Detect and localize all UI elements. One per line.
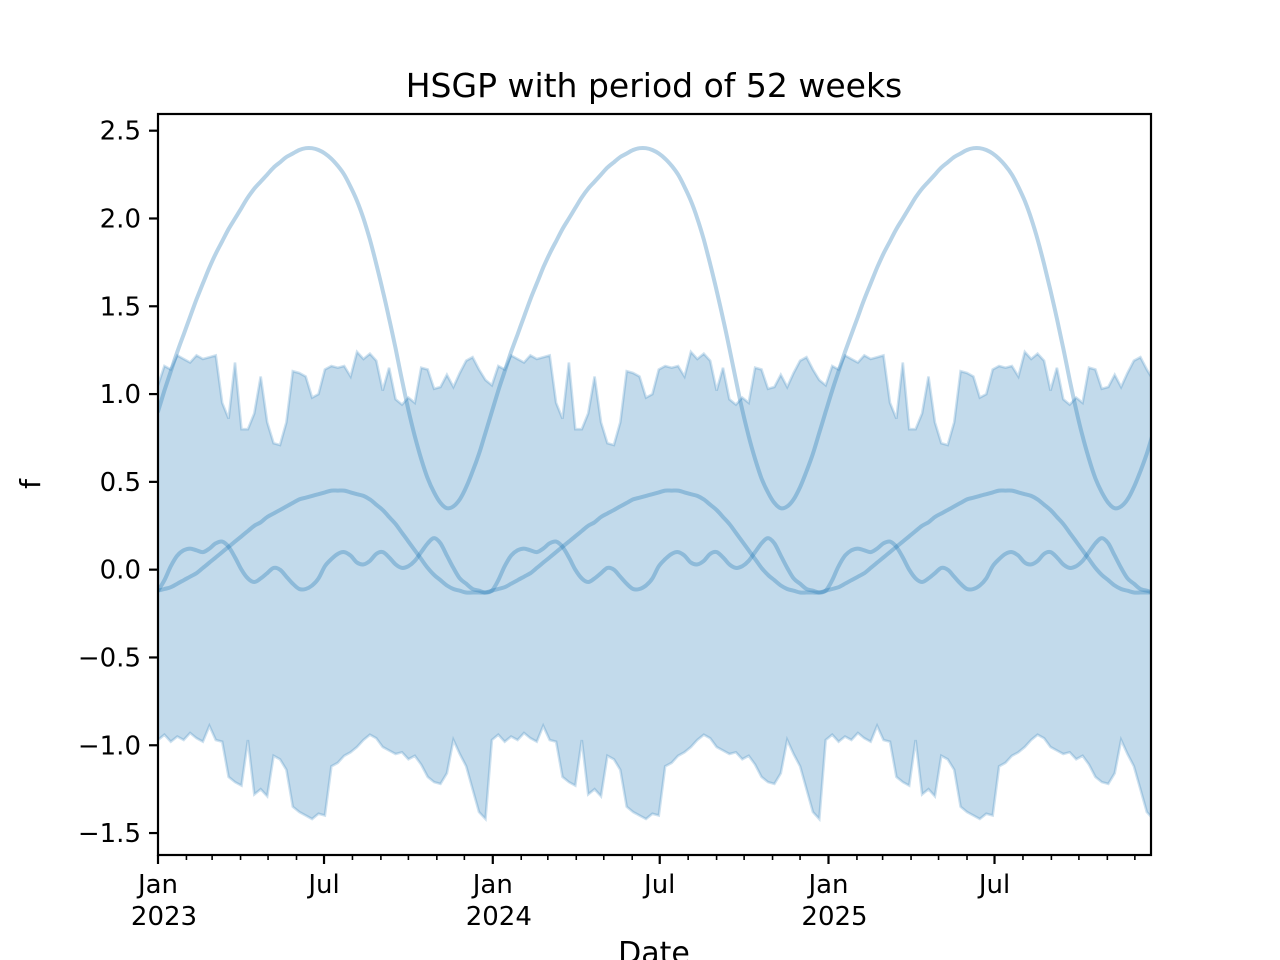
y-tick-label: 1.0 bbox=[100, 380, 141, 410]
x-tick-year-label: 2024 bbox=[466, 902, 532, 932]
x-tick-label: Jul bbox=[306, 870, 339, 900]
y-tick-label: 1.5 bbox=[100, 292, 141, 322]
y-tick-label: 0.0 bbox=[100, 556, 141, 586]
sample-lines-layer bbox=[158, 145, 1151, 595]
x-tick-label: Jan bbox=[471, 870, 513, 900]
y-tick-label: 2.5 bbox=[100, 117, 141, 147]
axes-layer bbox=[156, 112, 1153, 857]
x-tick-year-label: 2023 bbox=[131, 902, 197, 932]
credible-band-upper-edge bbox=[158, 349, 1151, 447]
sample-draw-wiggly bbox=[158, 536, 1151, 595]
sample-draw-large bbox=[158, 145, 1151, 511]
chart-title: HSGP with period of 52 weeks bbox=[406, 66, 903, 105]
credible-band-layer bbox=[158, 349, 1151, 823]
credible-band-lower-edge bbox=[158, 722, 1151, 823]
x-tick-label: Jul bbox=[642, 870, 675, 900]
x-tick-label: Jul bbox=[977, 870, 1010, 900]
y-axis-label: f bbox=[14, 478, 47, 489]
y-tick-label: 2.0 bbox=[100, 204, 141, 234]
y-tick-label: 0.5 bbox=[100, 468, 141, 498]
x-tick-label: Jan bbox=[136, 870, 178, 900]
x-tick-label: Jan bbox=[806, 870, 848, 900]
ticks-layer bbox=[149, 129, 1136, 864]
sample-draw-medium bbox=[158, 488, 1151, 595]
x-axis-label: Date bbox=[618, 936, 690, 960]
y-tick-label: −1.5 bbox=[78, 819, 141, 849]
axes-frame bbox=[156, 112, 1153, 857]
y-tick-label: −0.5 bbox=[78, 643, 141, 673]
y-tick-label: −1.0 bbox=[78, 731, 141, 761]
x-tick-year-label: 2025 bbox=[801, 902, 867, 932]
credible-band-fill bbox=[158, 351, 1151, 819]
